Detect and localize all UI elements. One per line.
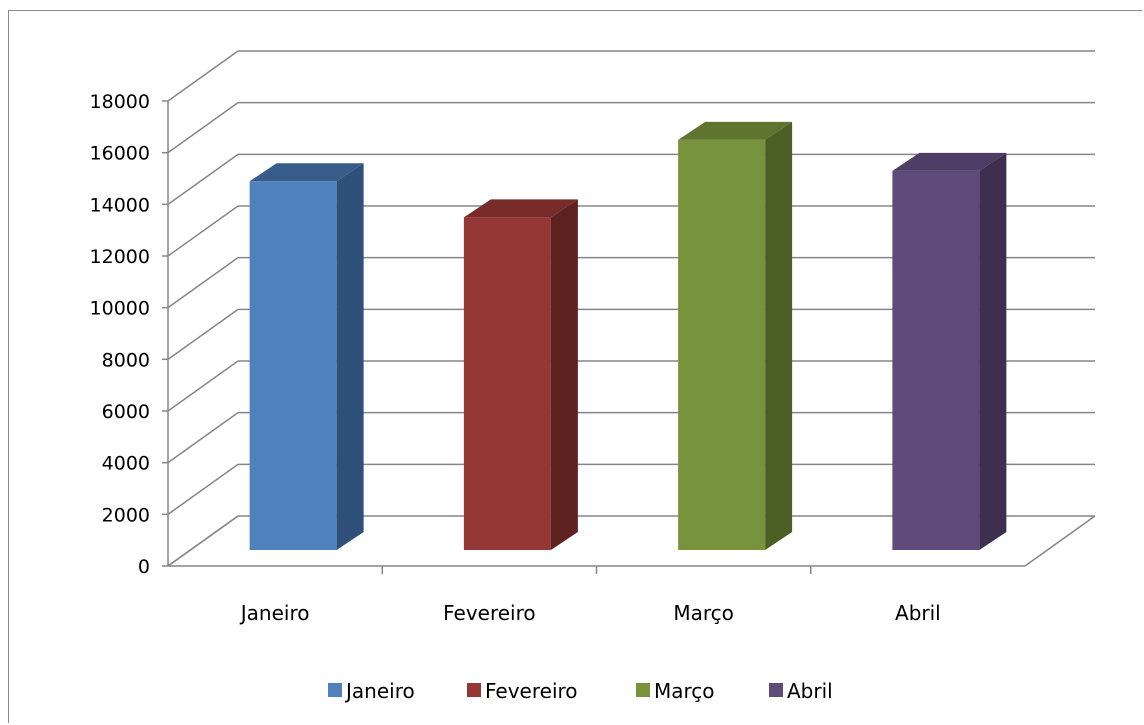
legend-item: Março <box>636 679 715 703</box>
gridline-side <box>167 463 239 515</box>
axis-layer <box>162 100 1025 574</box>
bar-maro <box>678 121 793 551</box>
legend-item: Janeiro <box>328 679 415 703</box>
x-category-label: Março <box>673 601 734 625</box>
bar-top <box>892 152 1007 171</box>
y-axis-tick-labels: 0 2000 4000 6000 8000 10000 12000 14000 16000 180… <box>90 91 150 578</box>
legend-swatch <box>328 683 342 697</box>
y-tick-label: 0 <box>138 556 150 578</box>
bar-front <box>463 217 551 550</box>
y-tick-label: 4000 <box>102 453 150 475</box>
bar-front <box>678 139 766 550</box>
chart-frame <box>8 10 1142 723</box>
bar-side <box>550 199 578 550</box>
legend-label: Fevereiro <box>485 679 578 703</box>
bar-front <box>249 181 337 550</box>
legend-label: Janeiro <box>344 679 415 703</box>
legend-swatch <box>769 683 783 697</box>
floor-right-edge <box>1024 515 1096 567</box>
y-tick-label: 14000 <box>90 194 150 216</box>
gridline-side <box>167 102 239 154</box>
x-category-label: Fevereiro <box>443 601 536 625</box>
bar-abril <box>892 152 1007 550</box>
legend-label: Abril <box>787 679 833 703</box>
gridline-side <box>167 412 239 464</box>
legend-item: Fevereiro <box>467 679 578 703</box>
y-tick-label: 6000 <box>102 401 150 423</box>
y-tick-label: 12000 <box>90 246 150 268</box>
bar-layer <box>249 121 1007 551</box>
bar-top <box>463 199 578 218</box>
gridline-side <box>167 205 239 257</box>
legend-label: Março <box>654 679 715 703</box>
y-tick-label: 18000 <box>90 91 150 113</box>
y-tick-label: 2000 <box>102 504 150 526</box>
y-tick-label: 10000 <box>90 298 150 320</box>
gridline-side <box>167 153 239 205</box>
legend-swatch <box>467 683 481 697</box>
legend-swatch <box>636 683 650 697</box>
bar-fevereiro <box>463 199 578 550</box>
bar-janeiro <box>249 163 364 550</box>
y-tick-label: 16000 <box>90 143 150 165</box>
bar-top <box>678 121 793 140</box>
gridline-side <box>167 360 239 412</box>
legend: Janeiro Fevereiro Março Abril <box>328 679 833 703</box>
bar-side <box>979 152 1007 550</box>
x-axis-category-labels: Janeiro Fevereiro Março Abril <box>239 601 941 625</box>
gridline-side <box>167 308 239 360</box>
legend-item: Abril <box>769 679 833 703</box>
bar-front <box>892 170 980 550</box>
floor-left-edge <box>167 515 239 567</box>
x-category-label: Abril <box>895 601 941 625</box>
y-tick-label: 8000 <box>102 349 150 371</box>
gridline-side <box>167 50 239 102</box>
bar-side <box>765 121 793 551</box>
bar-side <box>336 163 364 550</box>
bar-top <box>249 163 364 182</box>
x-category-label: Janeiro <box>239 601 310 625</box>
gridline-side <box>167 257 239 309</box>
